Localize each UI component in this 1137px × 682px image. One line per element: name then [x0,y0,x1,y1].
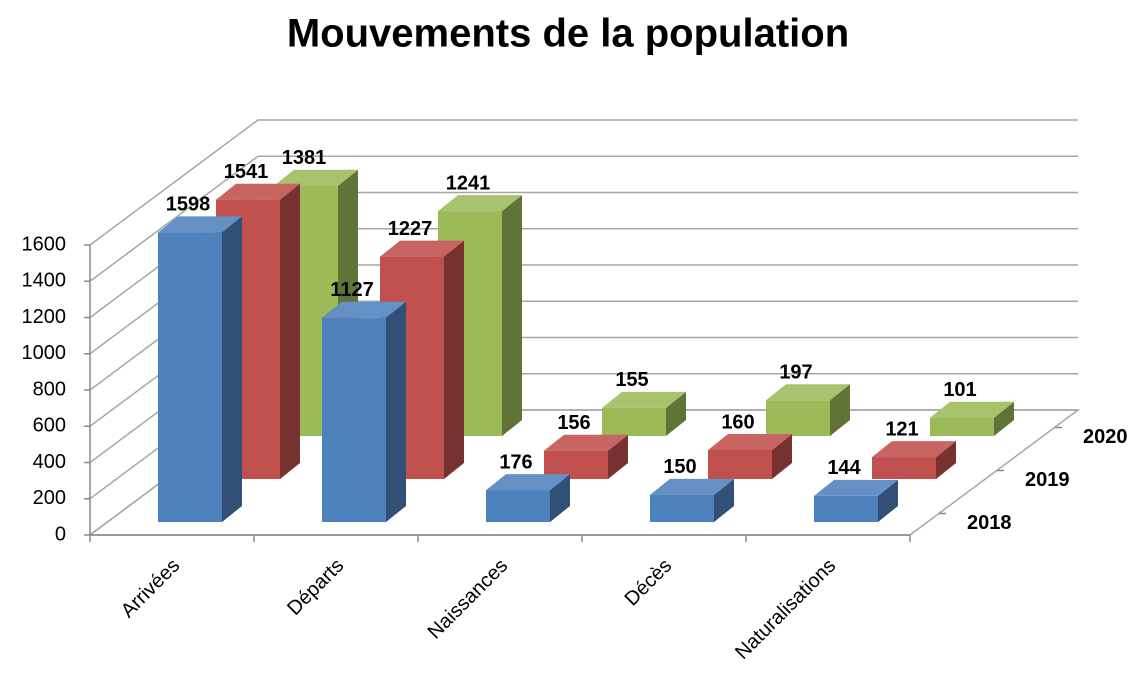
bar [930,417,994,436]
bar-top [602,391,686,408]
data-label: 160 [721,411,754,433]
bar [708,450,772,479]
data-label: 150 [663,456,696,478]
y-tick-label: 800 [33,378,66,400]
data-label: 101 [943,379,976,401]
data-label: 176 [499,451,532,473]
bar-side [878,479,898,522]
data-label: 1241 [446,172,491,194]
data-label: 1598 [166,194,211,216]
bar-top [216,183,300,200]
data-label: 197 [779,362,812,384]
bar [872,457,936,479]
bar-side [830,384,850,436]
bar-top [380,240,464,257]
bar-side [936,441,956,479]
bar [602,407,666,436]
bar-side [666,391,686,436]
data-label: 1127 [330,279,373,301]
bar-top [766,384,850,401]
bar-top [158,216,242,233]
bar-side [550,474,570,522]
y-tick-label: 1000 [22,342,67,364]
bar [158,232,222,523]
series-label: 2019 [1025,469,1070,491]
y-tick-label: 600 [33,415,66,437]
bar-top [544,434,628,451]
x-tick-label: Naissances [424,555,513,644]
y-tick-label: 1400 [22,270,67,292]
bar-side [994,401,1014,436]
bar-top [438,195,522,212]
grid-line [89,119,1078,246]
bar-top [486,474,570,491]
x-tick-label: Départs [283,555,348,620]
data-label: 1381 [282,147,327,169]
series-label: 2018 [967,512,1012,534]
y-tick-label: 1600 [22,233,67,255]
grid-line [89,155,1078,282]
data-label: 155 [615,369,648,391]
bar-side [772,434,792,479]
data-label: 156 [557,412,590,434]
data-label: 1541 [224,161,269,183]
chart-title: Mouvements de la population [287,12,849,56]
bar-side [502,195,522,436]
bar-top [930,401,1014,418]
bar-top [814,479,898,496]
bar-top [872,441,956,458]
y-tick-label: 0 [55,523,66,545]
x-tick-label: Arrivées [117,555,184,622]
series-label: 2020 [1083,426,1128,448]
bar-top [650,478,734,495]
bar-top [708,434,792,450]
bar-top [274,169,358,186]
y-tick-label: 200 [33,487,66,509]
bar-side [386,301,406,522]
bar [650,494,714,522]
data-label: 144 [827,457,861,479]
bar-top [322,301,406,318]
data-label: 1227 [388,218,433,240]
y-tick-label: 400 [33,451,66,473]
bar-side [714,478,734,522]
bar [814,495,878,522]
data-label: 121 [885,418,918,440]
bar [322,317,386,522]
bar-side [444,240,464,479]
bar-side [280,183,300,479]
bar-side [222,216,242,523]
y-tick-label: 1200 [22,306,67,328]
x-tick-label: Décès [621,555,677,611]
bar [766,400,830,436]
x-tick-label: Naturalisations [731,555,840,664]
bar-side [608,434,628,479]
bar [486,490,550,522]
